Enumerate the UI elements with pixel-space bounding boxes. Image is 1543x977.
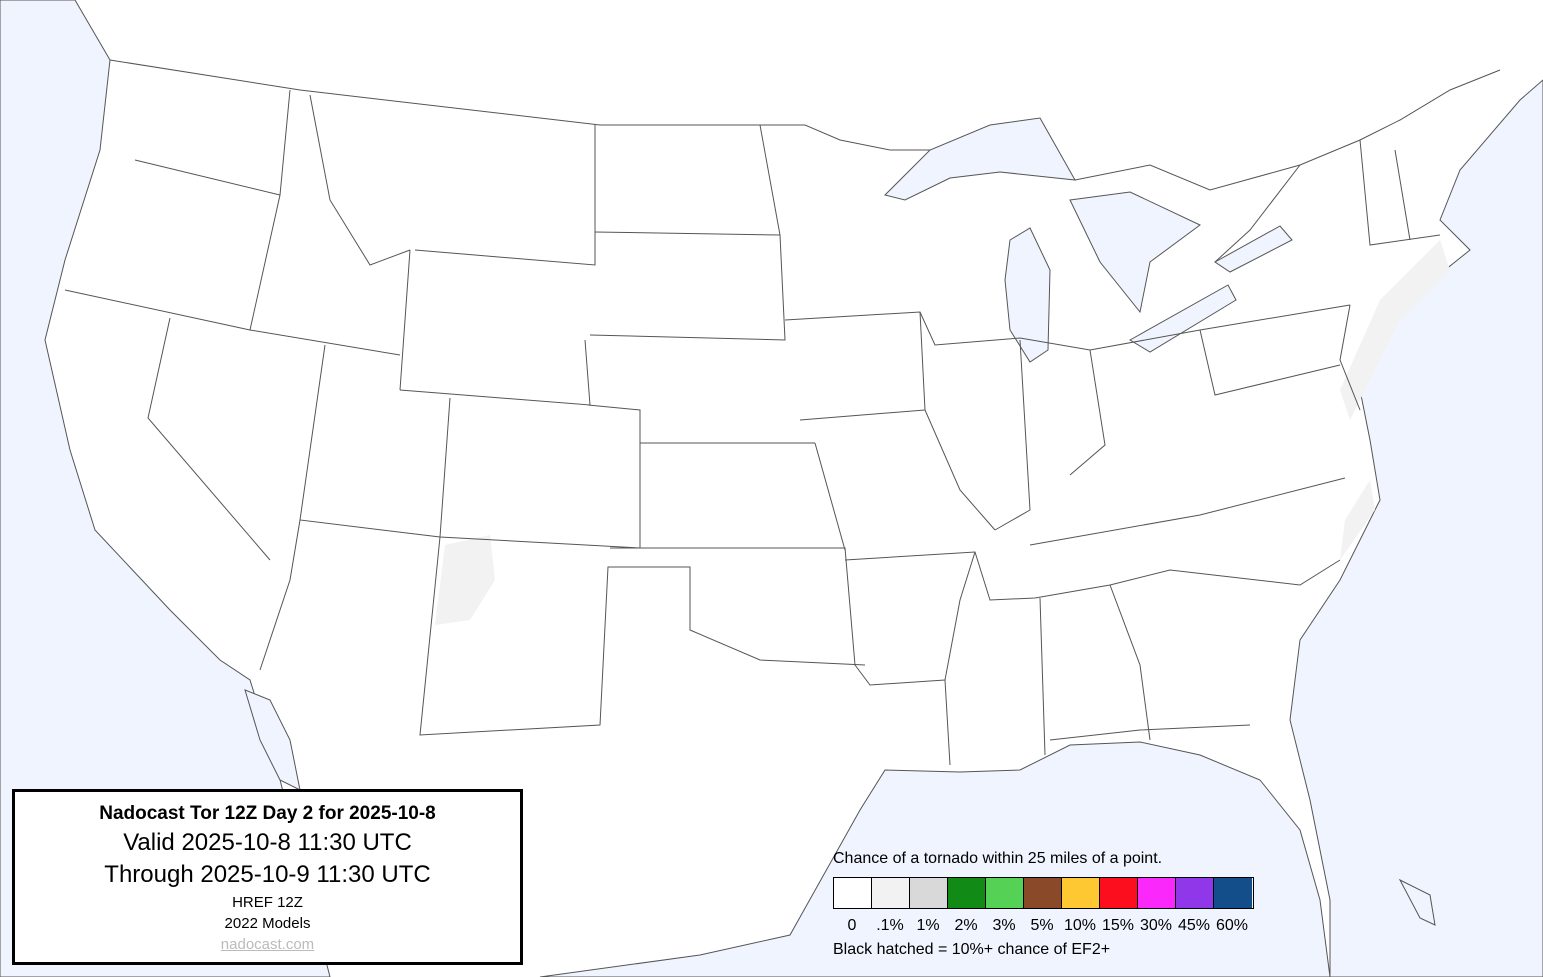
legend-label: 60%: [1215, 917, 1249, 934]
state-border: [589, 234, 786, 341]
legend-caption: Chance of a tornado within 25 miles of a…: [833, 850, 1163, 867]
legend-label: 0: [847, 917, 857, 934]
probability-area: [1340, 480, 1375, 560]
state-border: [814, 442, 846, 551]
state-border: [419, 536, 866, 736]
valid-time: Valid 2025-10-8 11:30 UTC: [123, 829, 412, 856]
legend-swatch: [1024, 878, 1062, 908]
state-border: [134, 89, 291, 196]
state-border: [299, 344, 641, 549]
state-border: [804, 124, 930, 151]
legend-labels: 0 .1% 1% 2% 3% 5% 10% 15% 30% 45% 60%: [833, 917, 1254, 935]
legend-label: 5%: [1030, 917, 1054, 934]
legend: Chance of a tornado within 25 miles of a…: [833, 850, 1254, 959]
legend-swatch: [948, 878, 986, 908]
state-border: [919, 311, 996, 531]
lake-huron: [1069, 191, 1201, 314]
state-borders: [64, 59, 1501, 766]
state-border: [259, 519, 301, 671]
gulf-of-mexico: [539, 741, 1331, 977]
state-border: [64, 289, 401, 356]
legend-swatch: [834, 878, 872, 908]
state-border: [309, 94, 411, 266]
legend-swatch: [1214, 878, 1252, 908]
models-version: 2022 Models: [224, 915, 311, 932]
legend-note: Black hatched = 10%+ chance of EF2+: [833, 941, 1111, 958]
state-border: [587, 404, 641, 548]
probability-area: [435, 535, 495, 625]
legend-swatch: [986, 878, 1024, 908]
legend-swatch: [910, 878, 948, 908]
lake-erie: [1129, 284, 1237, 353]
legend-swatch: [1176, 878, 1214, 908]
state-border: [1359, 139, 1441, 246]
legend-swatch: [1138, 878, 1176, 908]
legend-swatch: [872, 878, 910, 908]
lake-michigan: [1004, 227, 1051, 363]
probability-areas: [435, 240, 1450, 625]
legend-label: 15%: [1101, 917, 1135, 934]
state-border: [1029, 477, 1346, 546]
bahamas: [1398, 878, 1436, 926]
legend-label: 30%: [1139, 917, 1173, 934]
legend-label: 2%: [954, 917, 978, 934]
state-border: [1039, 597, 1046, 756]
state-border: [594, 124, 781, 236]
state-border: [1109, 584, 1151, 741]
state-border: [610, 547, 946, 686]
state-border: [799, 409, 926, 421]
state-border: [399, 249, 411, 391]
legend-swatches: [833, 877, 1254, 909]
probability-area: [1340, 240, 1450, 420]
lake-superior: [884, 117, 1076, 201]
legend-label: 45%: [1177, 917, 1211, 934]
state-border: [109, 59, 805, 126]
state-border: [1214, 164, 1301, 263]
state-border: [1049, 724, 1251, 741]
state-border: [439, 397, 451, 538]
state-border: [147, 317, 271, 561]
state-border: [249, 194, 281, 331]
state-border: [1199, 329, 1341, 396]
legend-label: 1%: [916, 917, 940, 934]
state-border: [399, 339, 591, 406]
legend-label: 3%: [992, 917, 1016, 934]
legend-swatch: [1100, 878, 1138, 908]
lake-ontario: [1214, 225, 1293, 273]
state-border: [784, 304, 1351, 351]
nadocast-link[interactable]: nadocast.com: [220, 936, 315, 953]
state-border: [1069, 349, 1106, 476]
title-box: Nadocast Tor 12Z Day 2 for 2025-10-8 Val…: [12, 789, 523, 965]
state-border: [1339, 304, 1361, 411]
state-border: [844, 551, 1341, 601]
state-border: [414, 125, 596, 266]
legend-label: .1%: [876, 917, 904, 934]
forecast-title: Nadocast Tor 12Z Day 2 for 2025-10-8: [99, 803, 436, 824]
legend-swatch: [1062, 878, 1100, 908]
state-border: [1074, 69, 1501, 191]
through-time: Through 2025-10-9 11:30 UTC: [104, 861, 431, 888]
state-border: [944, 551, 976, 766]
state-border: [1394, 149, 1411, 241]
atlantic-ocean: [1289, 79, 1543, 977]
legend-label: 10%: [1063, 917, 1097, 934]
model-name: HREF 12Z: [232, 894, 303, 911]
state-border: [994, 339, 1031, 531]
